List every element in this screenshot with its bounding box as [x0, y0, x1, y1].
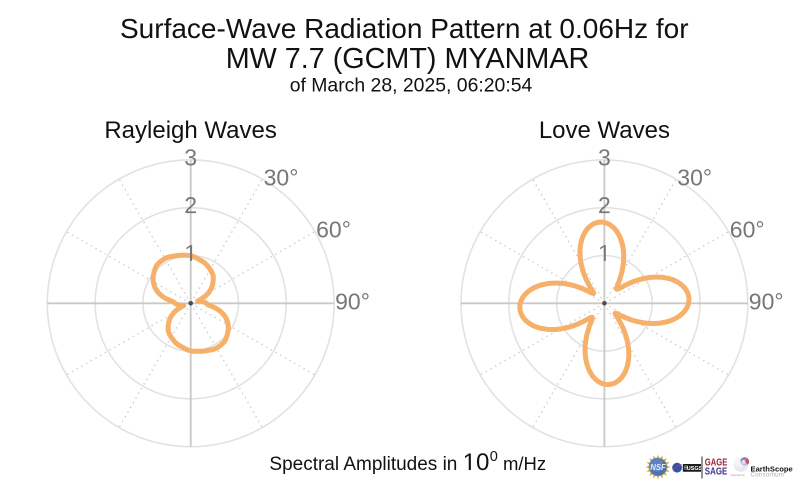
svg-text:MW 7.7 (GCMT) MYANMAR: MW 7.7 (GCMT) MYANMAR — [226, 43, 590, 75]
svg-text:Operated by: Operated by — [731, 473, 746, 477]
svg-text:EarthScope: EarthScope — [751, 464, 793, 473]
svg-text:30°: 30° — [677, 165, 712, 191]
svg-text:SAGE: SAGE — [705, 467, 728, 478]
svg-text:90°: 90° — [335, 289, 370, 315]
svg-text:Surface-Wave Radiation Pattern: Surface-Wave Radiation Pattern at 0.06Hz… — [120, 13, 689, 44]
svg-text:60°: 60° — [730, 217, 765, 243]
svg-text:Consortium: Consortium — [751, 472, 785, 479]
svg-text:m/Hz: m/Hz — [503, 453, 546, 474]
svg-text:GAGE: GAGE — [705, 458, 728, 469]
svg-text:Love Waves: Love Waves — [539, 117, 670, 144]
svg-text:30°: 30° — [264, 165, 299, 191]
svg-text:of March 28, 2025, 06:20:54: of March 28, 2025, 06:20:54 — [290, 74, 533, 96]
svg-text:90°: 90° — [749, 289, 784, 315]
svg-text:60°: 60° — [316, 217, 351, 243]
svg-text:0: 0 — [490, 449, 498, 465]
svg-text:Spectral Amplitudes in: Spectral Amplitudes in — [269, 454, 457, 475]
svg-text:USGS: USGS — [687, 466, 703, 472]
svg-text:NSF: NSF — [650, 463, 666, 472]
svg-text:Rayleigh Waves: Rayleigh Waves — [104, 117, 277, 144]
